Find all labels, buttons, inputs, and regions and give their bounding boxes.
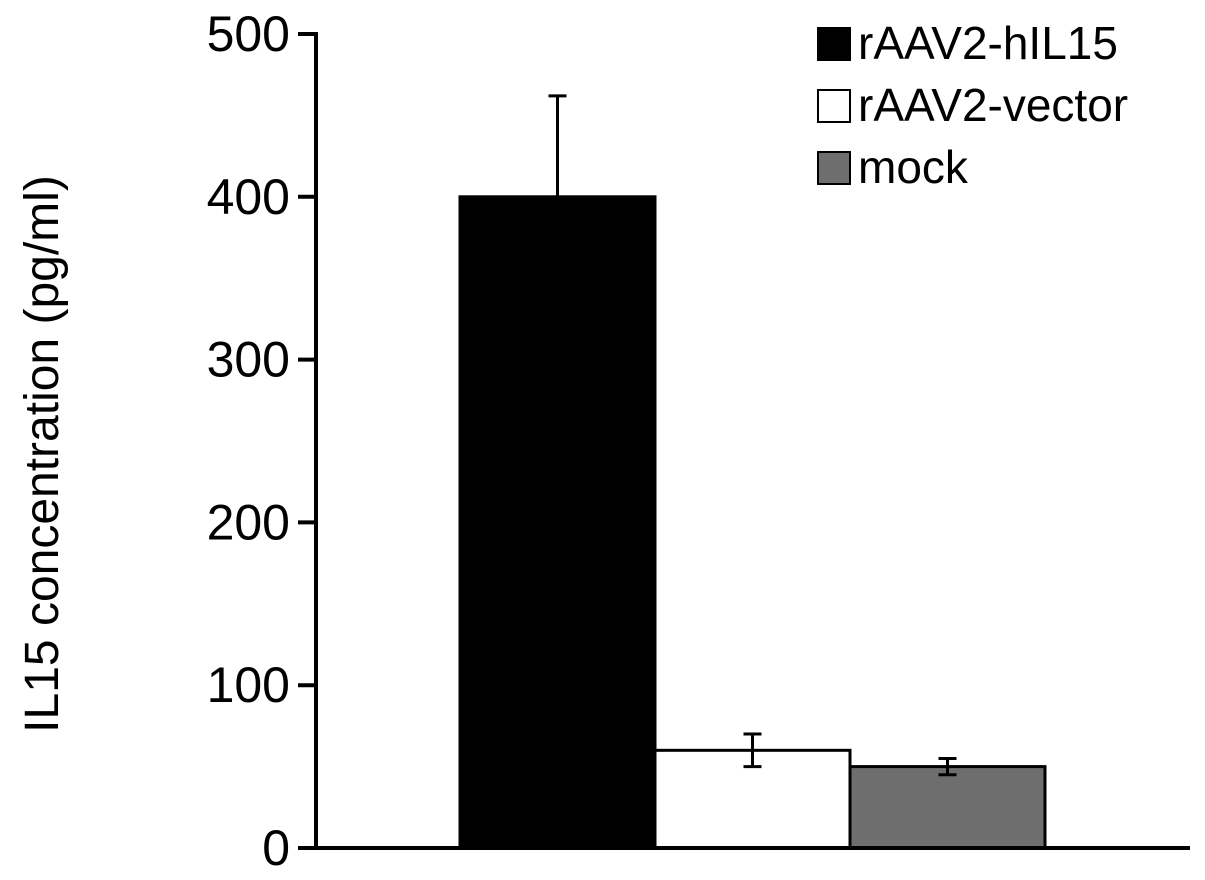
error-bars-layer [548,94,957,777]
legend: rAAV2-hIL15 rAAV2-vector mock [817,17,1128,193]
legend-label: rAAV2-hIL15 [858,17,1118,69]
legend-swatch [817,27,851,61]
axes-layer [314,32,1190,850]
legend-label: mock [858,141,969,193]
y-ticks-layer: 0 100 200 300 400 500 [207,6,316,876]
legend-swatch [817,89,851,123]
y-tick-label: 400 [207,169,290,225]
legend-swatch [817,151,851,185]
y-tick-label: 300 [207,332,290,388]
y-axis-title: IL15 concentration (pg/ml) [16,175,69,733]
y-tick-label: 0 [262,820,290,876]
legend-label: rAAV2-vector [858,79,1128,131]
bar-mock [848,765,1047,850]
y-tick-label: 200 [207,494,290,550]
y-tick-label: 100 [207,657,290,713]
y-tick-label: 500 [207,6,290,62]
bar-raav2-hil15 [458,195,657,850]
